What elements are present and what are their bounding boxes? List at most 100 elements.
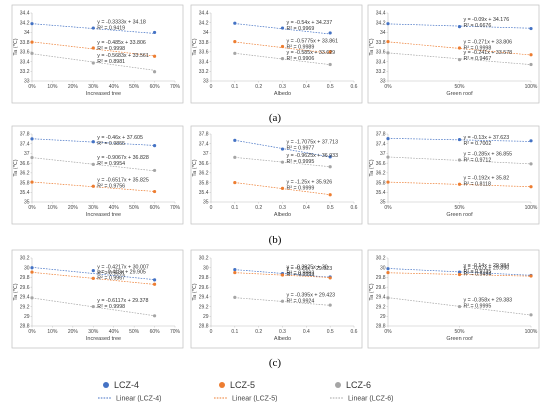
equation-lcz4: y = -0.13x + 37.623 xyxy=(464,135,510,141)
y-tick-label: 37.8 xyxy=(376,132,386,138)
equation-lcz6: y = -0.395x + 29.423 xyxy=(287,292,336,298)
data-point-lcz4 xyxy=(457,25,462,29)
x-tick-label: 0.5 xyxy=(327,84,334,90)
y-tick-label: 29.2 xyxy=(20,304,30,310)
y-tick-label: 35 xyxy=(24,200,30,206)
y-tick-label: 33.4 xyxy=(199,59,209,65)
x-tick-label: 0% xyxy=(384,84,392,90)
y-axis-label: Ta (℃) xyxy=(192,38,198,55)
y-tick-label: 33.2 xyxy=(199,69,209,75)
legend-marker-5 xyxy=(219,382,225,388)
y-tick-label: 35 xyxy=(380,200,386,206)
y-tick-label: 37.8 xyxy=(199,132,209,138)
y-tick-label: 29 xyxy=(24,314,30,320)
y-tick-label: 35.8 xyxy=(20,180,30,186)
data-point-lcz5 xyxy=(328,50,332,54)
equation-lcz6: y = -0.285x + 36.855 xyxy=(464,151,513,157)
data-point-lcz6 xyxy=(91,61,95,65)
data-point-lcz5 xyxy=(91,276,95,280)
data-point-lcz5 xyxy=(233,40,237,44)
y-tick-label: 36.6 xyxy=(20,161,30,167)
equation-lcz6: y = -0.9067x + 36.828 xyxy=(97,155,149,161)
data-point-lcz5 xyxy=(91,46,95,50)
y-tick-label: 35.4 xyxy=(20,190,30,196)
x-tick-label: 0.4 xyxy=(303,84,310,90)
data-point-lcz5 xyxy=(529,274,533,278)
data-point-lcz6 xyxy=(280,160,285,164)
y-tick-label: 36.2 xyxy=(199,171,209,177)
panel-frame xyxy=(11,4,184,104)
r2-lcz4: R² = 0.9977 xyxy=(287,146,315,152)
data-point-lcz5 xyxy=(280,273,285,277)
equation-lcz4: y = -0.3925x + 30 xyxy=(287,264,328,270)
data-point-lcz5 xyxy=(457,46,462,50)
panel-label-b: (b) xyxy=(269,234,282,246)
x-tick-label: 20% xyxy=(68,205,79,211)
equation-lcz4: y = -0.14x + 29.984 xyxy=(464,263,510,269)
x-tick-label: 40% xyxy=(109,84,120,90)
data-point-lcz5 xyxy=(30,180,34,184)
y-tick-label: 33.4 xyxy=(376,59,386,65)
panel-frame xyxy=(190,125,363,225)
data-point-lcz6 xyxy=(233,295,237,299)
r2-lcz4: R² = 0.9531 xyxy=(97,271,125,277)
data-point-lcz5 xyxy=(233,180,237,185)
data-point-lcz4 xyxy=(152,30,157,35)
x-tick-label: 0.1 xyxy=(231,329,238,335)
y-tick-label: 37.4 xyxy=(199,141,209,147)
x-axis-label: Albedo xyxy=(274,336,291,342)
y-tick-label: 34.2 xyxy=(199,20,209,26)
data-point-lcz6 xyxy=(529,313,533,317)
data-point-lcz5 xyxy=(386,40,390,44)
x-tick-label: 0.2 xyxy=(255,329,262,335)
data-point-lcz4 xyxy=(457,137,462,142)
x-tick-label: 50% xyxy=(129,205,140,211)
x-tick-label: 40% xyxy=(109,329,120,335)
equation-lcz4: y = -0.46x + 37.605 xyxy=(97,135,143,141)
chart-panel-c2: 28.8 29 29.2 29.4 29.6 29.8 30 30.2 0 0.1 0.2 0.3 0.… xyxy=(190,249,363,349)
x-axis-label: Green roof xyxy=(446,91,473,97)
legend-label-line: Linear (LCZ-5) xyxy=(232,396,278,403)
legend-marker-6 xyxy=(335,382,341,388)
x-tick-label: 50% xyxy=(454,329,465,335)
r2-lcz5: R² = 0.9989 xyxy=(287,45,315,51)
data-point-lcz5 xyxy=(280,186,285,190)
y-tick-label: 34.4 xyxy=(199,11,209,17)
y-tick-label: 36.6 xyxy=(199,161,209,167)
data-point-lcz5 xyxy=(152,54,157,58)
data-point-lcz4 xyxy=(233,21,237,25)
data-point-lcz4 xyxy=(529,26,533,31)
y-tick-label: 29 xyxy=(203,314,209,320)
data-point-lcz4 xyxy=(30,137,34,141)
data-point-lcz6 xyxy=(233,155,237,159)
chart-panel-a3: 33 33.2 33.4 33.6 33.8 34 34.2 34.4 0% 50% 100% Gre… xyxy=(367,4,540,104)
data-point-lcz6 xyxy=(280,299,285,303)
equation-lcz6: y = -0.9625x + 36.933 xyxy=(287,153,339,159)
x-tick-label: 0 xyxy=(210,205,213,211)
data-point-lcz5 xyxy=(91,184,95,188)
equation-lcz4: y = -0.09x + 34.176 xyxy=(464,17,510,23)
trendline-lcz6 xyxy=(387,52,532,65)
x-tick-label: 50% xyxy=(129,329,140,335)
x-tick-label: 0% xyxy=(28,329,36,335)
x-tick-label: 0% xyxy=(384,329,392,335)
x-tick-label: 0 xyxy=(210,329,213,335)
data-point-lcz5 xyxy=(328,193,332,197)
panel-frame xyxy=(367,125,540,225)
chart-panel-b1: 35 35.4 35.8 36.2 36.6 37 37.4 37.8 0% 10% 20% 30% 4… xyxy=(11,125,184,225)
x-tick-label: 0.1 xyxy=(231,205,238,211)
trendline-lcz5 xyxy=(31,271,155,285)
legend-marker-4 xyxy=(103,382,109,388)
data-point-lcz6 xyxy=(233,51,237,55)
x-tick-label: 0% xyxy=(28,84,36,90)
data-point-lcz4 xyxy=(280,26,285,30)
legend-label-line: Linear (LCZ-6) xyxy=(348,396,394,403)
trendline-lcz5 xyxy=(387,41,532,56)
y-axis-label: Ta (℃) xyxy=(192,159,198,176)
panel-frame xyxy=(190,4,363,104)
panel-frame xyxy=(190,249,363,349)
x-tick-label: 0.2 xyxy=(255,205,262,211)
x-tick-label: 40% xyxy=(109,205,120,211)
panel-label-a: (a) xyxy=(269,112,282,124)
equation-lcz4: y = -0.54x + 34.237 xyxy=(287,20,333,26)
